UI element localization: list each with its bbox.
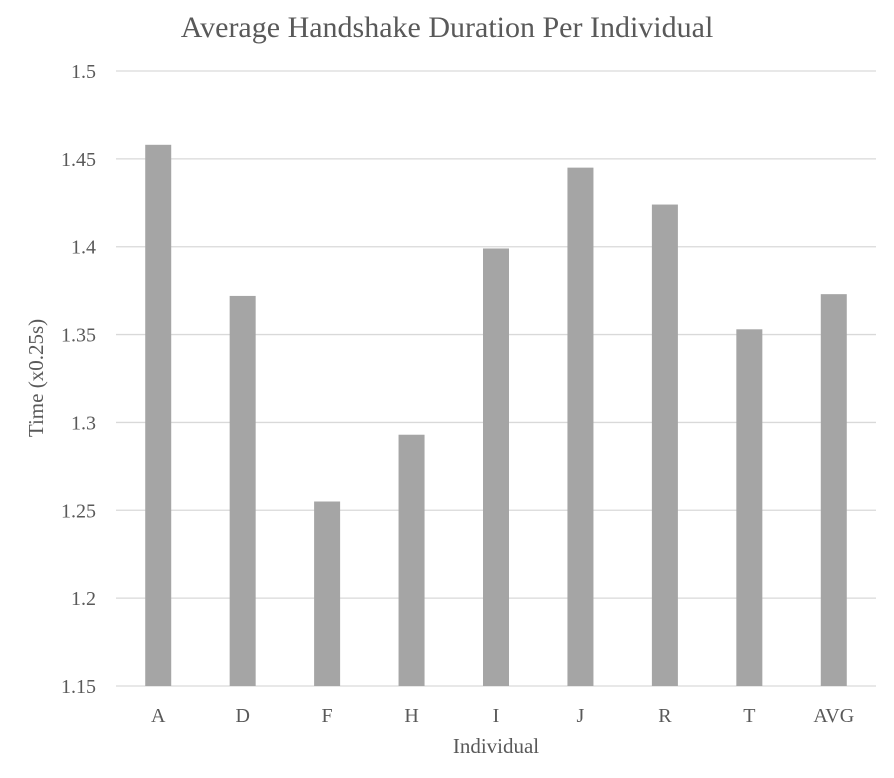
chart-title: Average Handshake Duration Per Individua… <box>181 11 714 44</box>
y-tick-label: 1.3 <box>71 412 96 434</box>
x-tick-label-t: T <box>743 705 755 727</box>
x-tick-label-avg: AVG <box>813 705 854 727</box>
bar-t <box>736 329 763 686</box>
bar-h <box>398 434 425 686</box>
bar-f <box>314 501 341 686</box>
y-tick-label: 1.2 <box>71 588 96 610</box>
x-tick-labels: A D F H I J R T AVG <box>151 705 854 727</box>
y-tick-label: 1.45 <box>61 149 96 171</box>
bar-j <box>567 167 594 687</box>
bar-a <box>145 144 172 687</box>
bar-avg <box>820 294 847 686</box>
x-tick-label-f: F <box>322 705 333 727</box>
x-tick-label-r: R <box>658 705 672 727</box>
x-axis-label: Individual <box>453 734 539 758</box>
y-tick-label: 1.5 <box>71 61 96 83</box>
x-tick-label-i: I <box>493 705 500 727</box>
y-tick-label: 1.4 <box>71 237 96 259</box>
bars <box>145 144 847 687</box>
y-tick-labels: 1.15 1.2 1.25 1.3 1.35 1.4 1.45 1.5 <box>61 61 96 698</box>
x-tick-label-j: J <box>577 705 585 727</box>
y-tick-label: 1.15 <box>61 676 96 698</box>
bar-i <box>483 248 509 686</box>
x-tick-label-h: H <box>404 705 418 727</box>
y-tick-label: 1.35 <box>61 325 96 347</box>
y-tick-label: 1.25 <box>61 500 96 522</box>
bar-d <box>229 295 256 686</box>
y-axis-label: Time (x0.25s) <box>24 319 48 437</box>
x-tick-label-d: D <box>235 705 249 727</box>
x-tick-label-a: A <box>151 705 166 727</box>
bar-r <box>651 204 678 687</box>
